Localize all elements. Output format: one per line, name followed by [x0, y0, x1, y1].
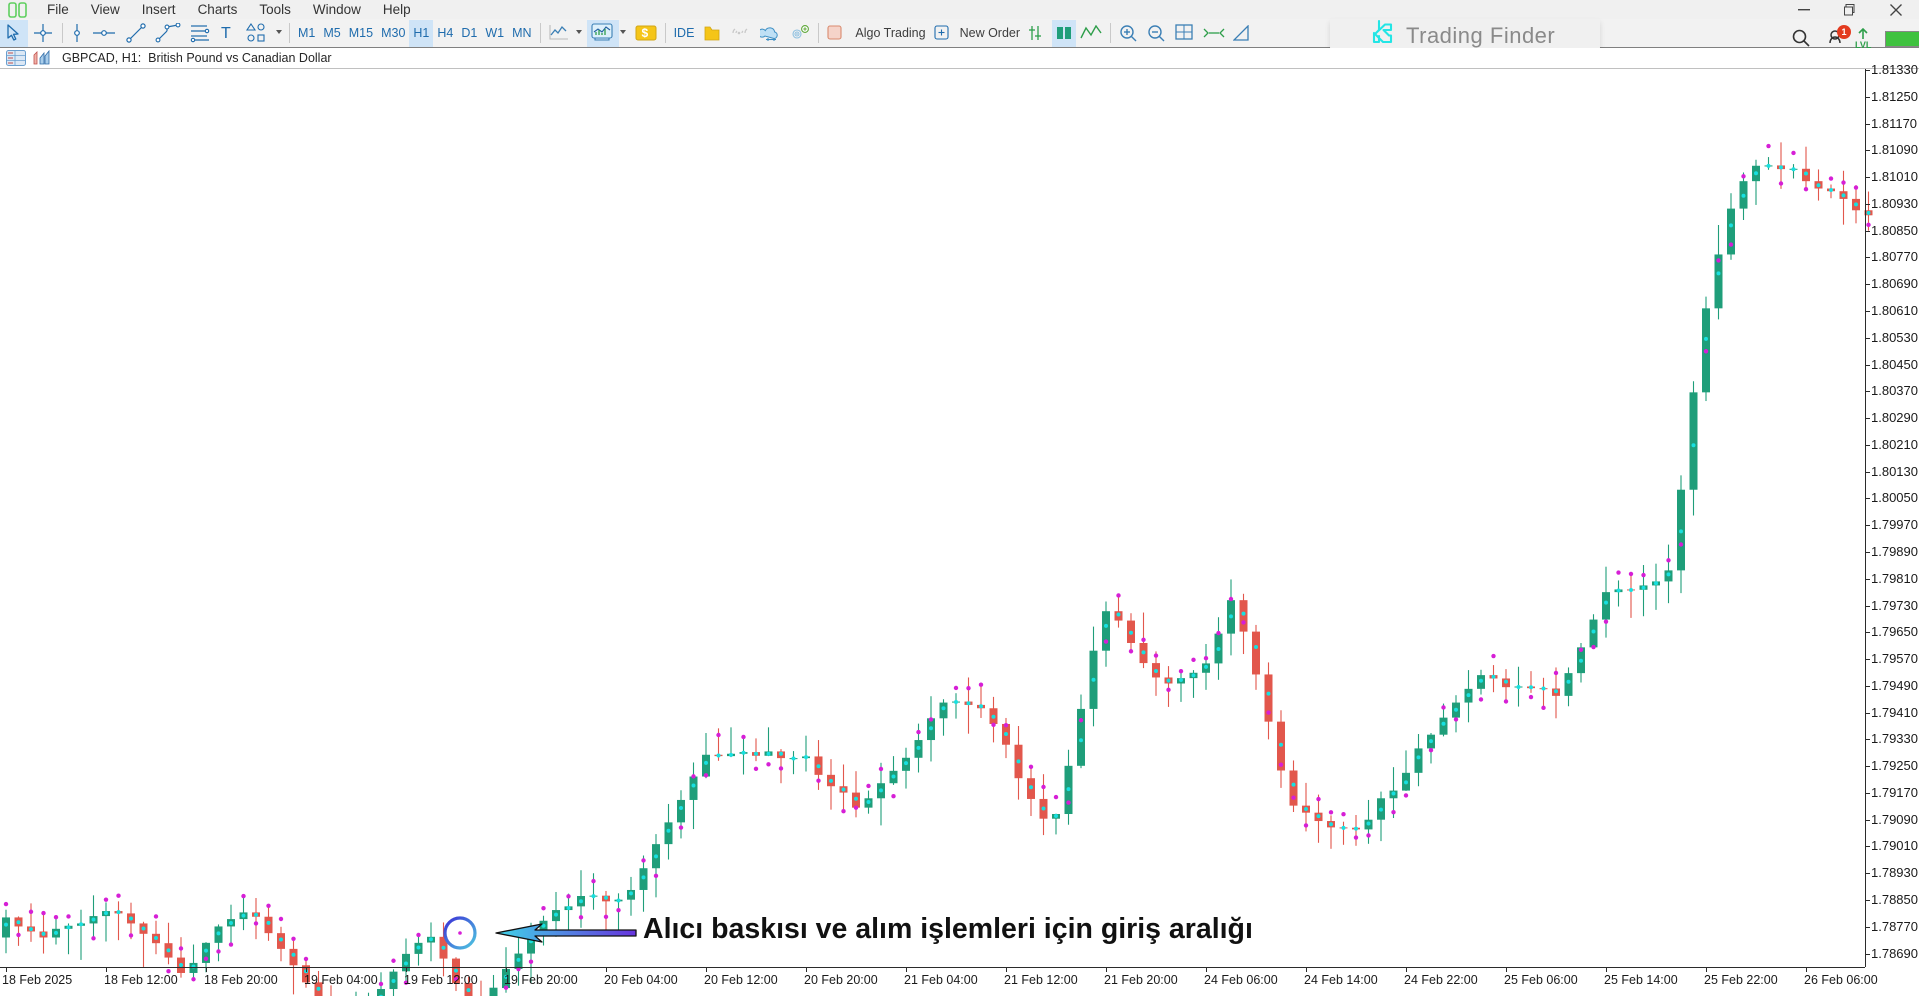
svg-text:T: T [221, 25, 231, 42]
svg-text:$: $ [641, 26, 648, 40]
svg-text:Alıcı baskısı ve alım işlemler: Alıcı baskısı ve alım işlemleri için gir… [643, 913, 1253, 945]
